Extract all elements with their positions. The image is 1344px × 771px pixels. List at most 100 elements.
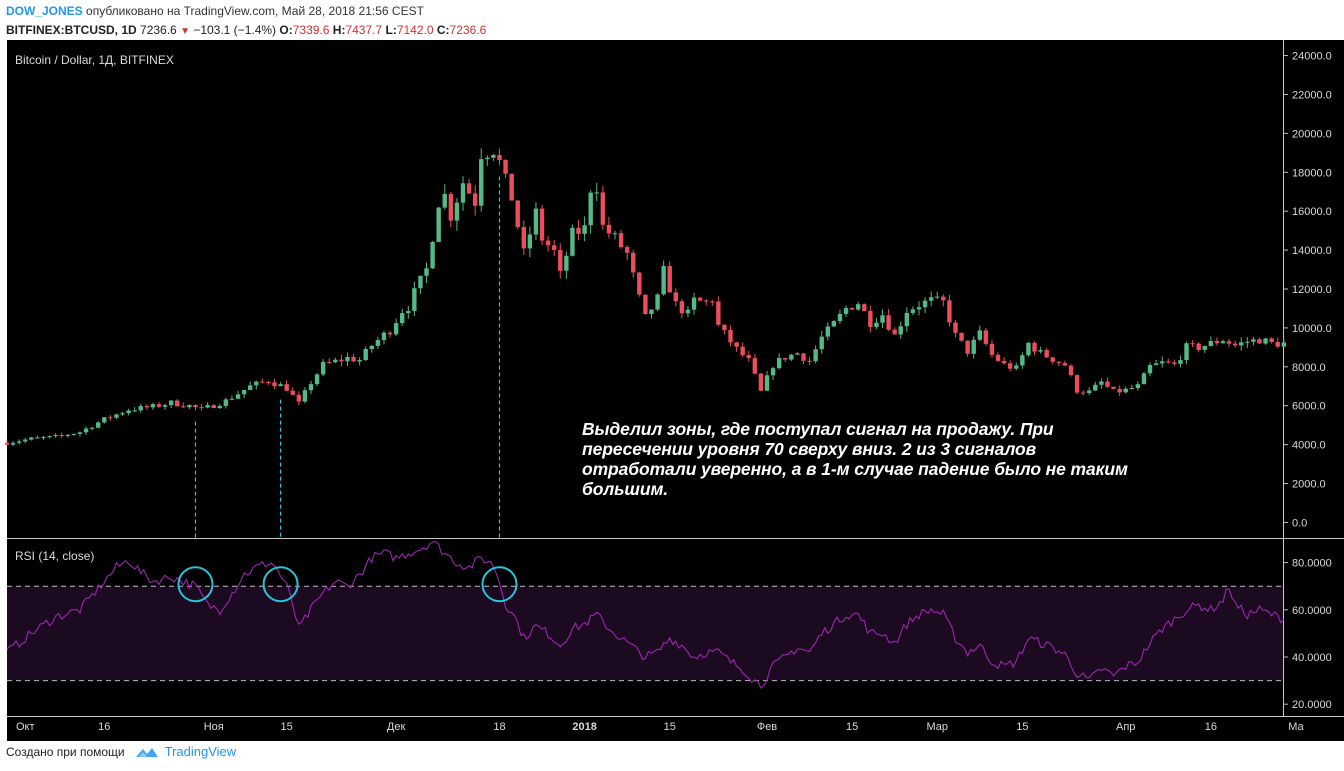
candle-down — [862, 304, 867, 311]
candle-down — [552, 245, 557, 250]
sell-signal-circle — [262, 566, 299, 603]
candle-down — [716, 301, 721, 325]
candle-down — [752, 358, 758, 374]
candle-down — [1001, 360, 1007, 364]
candle-up — [1178, 360, 1183, 364]
candle-up — [302, 390, 308, 402]
candle-up — [825, 326, 830, 337]
candle-up — [1251, 339, 1256, 342]
candle-down — [156, 404, 162, 407]
candle-up — [928, 297, 934, 301]
candle-up — [381, 332, 387, 341]
candle-down — [667, 265, 672, 293]
candle-down — [260, 381, 265, 383]
candle-up — [1038, 350, 1043, 352]
candle-down — [941, 296, 946, 301]
candle-down — [728, 329, 733, 343]
candle-down — [466, 183, 472, 194]
candle-down — [1172, 362, 1177, 364]
candle-down — [509, 173, 514, 201]
candle-up — [1202, 346, 1207, 350]
candle-down — [849, 307, 855, 310]
time-tick-label: 15 — [1016, 721, 1028, 733]
time-tick-label: 2018 — [572, 721, 596, 733]
candle-down — [144, 406, 150, 408]
candle-up — [655, 294, 660, 310]
candle-up — [813, 349, 818, 362]
candle-up — [661, 265, 666, 295]
candle-up — [235, 394, 241, 399]
candle-down — [351, 356, 356, 362]
candle-up — [430, 242, 435, 269]
rsi-tick-label: 20.0000 — [1292, 699, 1332, 711]
candle-up — [856, 304, 861, 310]
down-arrow-icon: ▼ — [180, 26, 190, 37]
candle-down — [539, 208, 545, 241]
candle-down — [193, 404, 198, 408]
candle-up — [910, 309, 916, 314]
candle-up — [691, 297, 697, 310]
time-tick-label: 15 — [281, 721, 293, 733]
footer: Создано при помощи TradingView — [6, 744, 236, 759]
high-value: 7437.7 — [345, 23, 383, 37]
candle-down — [1044, 350, 1049, 358]
candle-down — [545, 240, 551, 246]
price-tick-label: 8000.0 — [1292, 362, 1326, 374]
price-tick-label: 4000.0 — [1292, 440, 1326, 452]
candle-down — [1166, 361, 1171, 363]
candle-up — [345, 356, 350, 362]
candle-up — [412, 288, 417, 312]
candle-up — [1245, 341, 1250, 343]
candle-down — [515, 200, 520, 228]
candle-up — [874, 322, 879, 327]
candle-up — [132, 410, 137, 412]
price-tick-label: 2000.0 — [1292, 479, 1326, 491]
candle-down — [296, 394, 302, 402]
candle-up — [1099, 381, 1104, 385]
candle-down — [947, 300, 952, 323]
candle-down — [387, 332, 393, 335]
candle-up — [400, 313, 405, 324]
candle-up — [533, 208, 539, 235]
candle-up — [594, 192, 599, 194]
candle-up — [1123, 388, 1128, 393]
candle-down — [965, 340, 970, 354]
candle-down — [959, 332, 964, 341]
candle-up — [1093, 384, 1098, 391]
candle-down — [211, 405, 216, 409]
candle-down — [758, 373, 764, 391]
candle-up — [764, 375, 770, 391]
price-chart-title: Bitcoin / Dollar, 1Д, BITFINEX — [15, 53, 174, 67]
candle-up — [1147, 365, 1153, 374]
tradingview-link[interactable]: TradingView — [164, 744, 237, 759]
candle-down — [181, 406, 186, 408]
candle-up — [922, 300, 928, 308]
candle-up — [460, 183, 466, 203]
close-label: C: — [436, 23, 450, 37]
candle-up — [977, 330, 982, 340]
candle-down — [175, 400, 180, 407]
candle-down — [1050, 357, 1055, 362]
candle-up — [248, 385, 253, 390]
candle-down — [746, 355, 751, 359]
author-link[interactable]: DOW_JONES — [6, 4, 83, 18]
candle-down — [1257, 339, 1262, 344]
candle-down — [327, 361, 332, 363]
candle-down — [631, 252, 636, 273]
candle-down — [801, 353, 806, 361]
candle-down — [600, 192, 606, 225]
price-chart[interactable]: 0.0 2000.0 4000.0 6000.0 8000.0 10000.0 12000.… — [0, 40, 1344, 741]
candle-up — [83, 428, 89, 433]
candle-down — [989, 343, 995, 355]
candle-down — [1269, 338, 1274, 343]
candle-up — [205, 405, 210, 408]
candle-down — [740, 346, 745, 356]
candle-up — [1160, 361, 1165, 364]
candle-down — [266, 381, 271, 383]
candle-down — [783, 358, 788, 360]
candle-down — [1105, 381, 1110, 387]
candle-up — [837, 313, 843, 322]
low-label: L: — [385, 23, 397, 37]
publish-line: DOW_JONES опубликовано на TradingView.co… — [6, 4, 424, 18]
rsi-series-line — [6, 540, 1285, 690]
